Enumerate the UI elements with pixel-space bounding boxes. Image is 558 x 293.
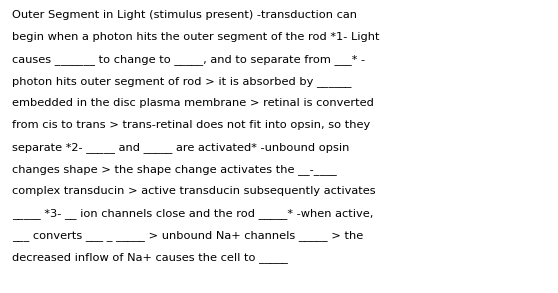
- Text: separate *2- _____ and _____ are activated* -unbound opsin: separate *2- _____ and _____ are activat…: [12, 142, 349, 153]
- Text: changes shape > the shape change activates the __-____: changes shape > the shape change activat…: [12, 164, 336, 175]
- Text: causes _______ to change to _____, and to separate from ___* -: causes _______ to change to _____, and t…: [12, 54, 365, 65]
- Text: complex transducin > active transducin subsequently activates: complex transducin > active transducin s…: [12, 186, 376, 196]
- Text: ___ converts ___ _ _____ > unbound Na+ channels _____ > the: ___ converts ___ _ _____ > unbound Na+ c…: [12, 230, 363, 241]
- Text: from cis to trans > trans-retinal does not fit into opsin, so they: from cis to trans > trans-retinal does n…: [12, 120, 371, 130]
- Text: embedded in the disc plasma membrane > retinal is converted: embedded in the disc plasma membrane > r…: [12, 98, 374, 108]
- Text: photon hits outer segment of rod > it is absorbed by ______: photon hits outer segment of rod > it is…: [12, 76, 352, 87]
- Text: decreased inflow of Na+ causes the cell to _____: decreased inflow of Na+ causes the cell …: [12, 252, 288, 263]
- Text: begin when a photon hits the outer segment of the rod *1- Light: begin when a photon hits the outer segme…: [12, 32, 379, 42]
- Text: _____ *3- __ ion channels close and the rod _____* -when active,: _____ *3- __ ion channels close and the …: [12, 208, 373, 219]
- Text: Outer Segment in Light (stimulus present) -transduction can: Outer Segment in Light (stimulus present…: [12, 10, 357, 20]
